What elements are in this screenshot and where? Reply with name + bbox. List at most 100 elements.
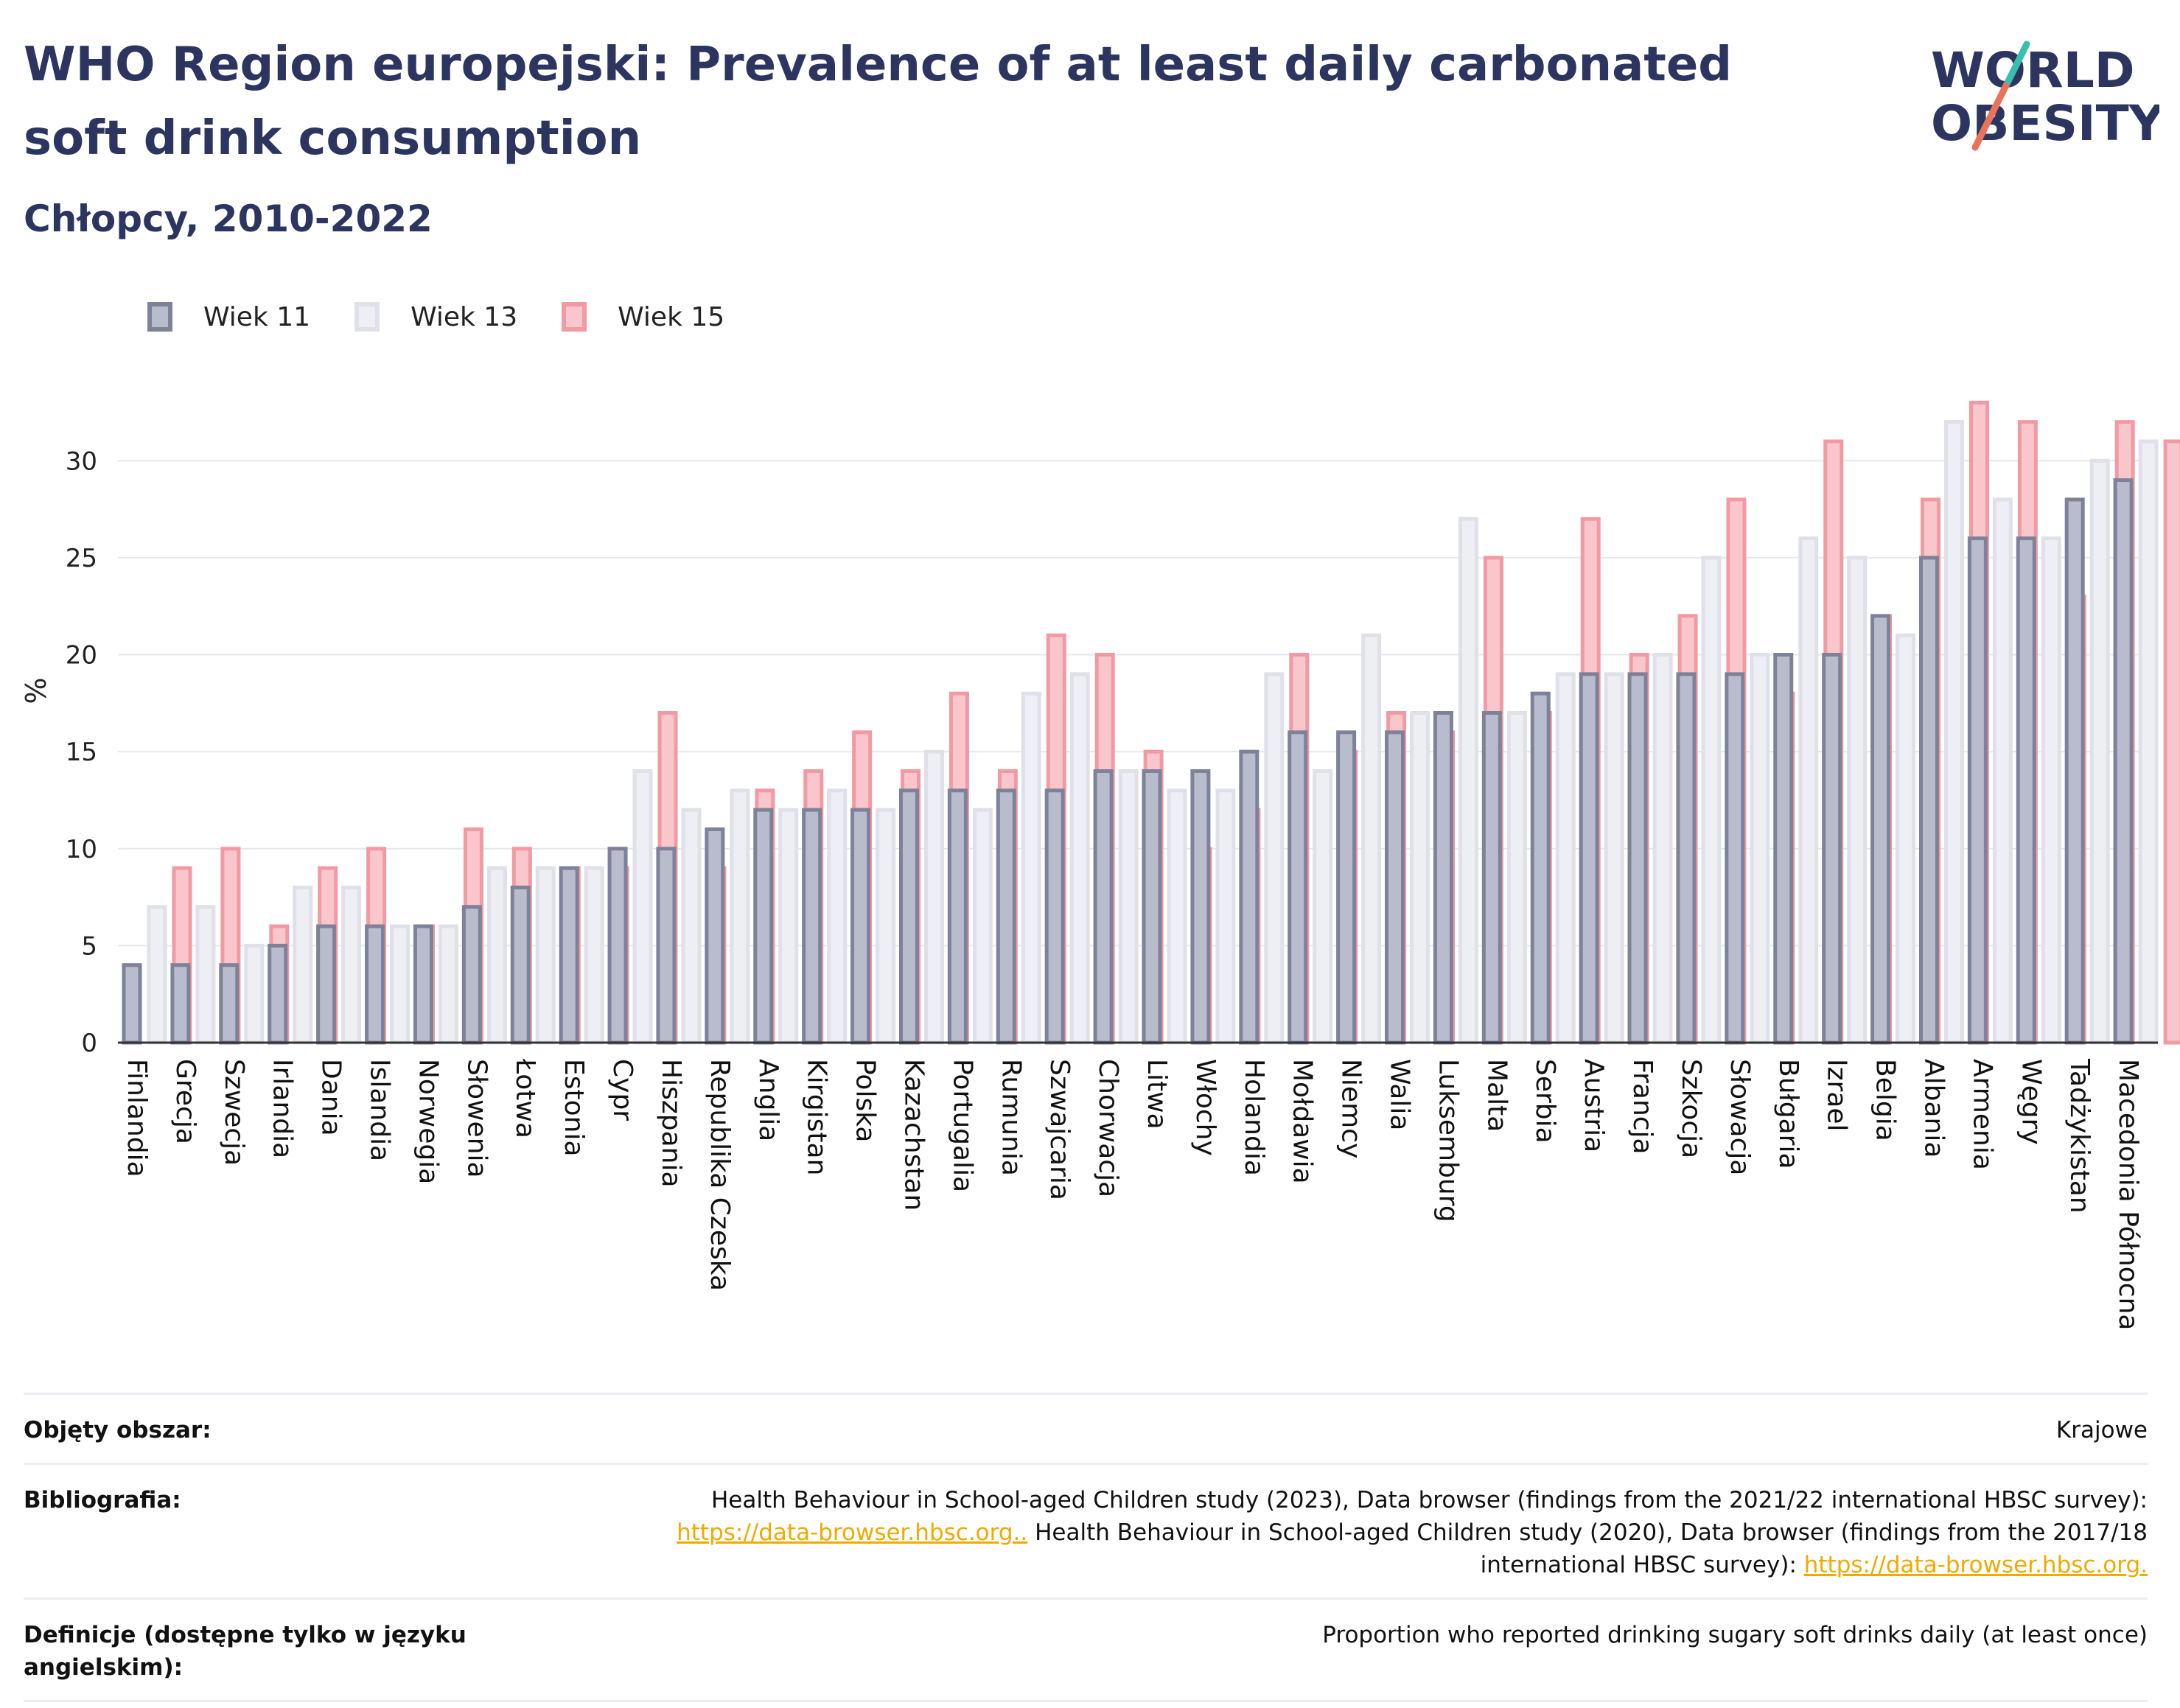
- bar-wiek11: [1530, 691, 1551, 1045]
- bar-wiek11: [2016, 536, 2036, 1045]
- x-tick-label: Łotwa: [510, 1058, 540, 1138]
- legend-item-wiek13[interactable]: Wiek 13: [354, 302, 517, 332]
- x-tick-label: Finlandia: [122, 1059, 152, 1177]
- x-tick-label: Niemcy: [1336, 1059, 1366, 1158]
- bar-wiek11: [656, 847, 677, 1045]
- bar-wiek13: [1458, 517, 1478, 1045]
- y-tick-label: 0: [81, 1029, 97, 1058]
- bar-wiek11: [219, 963, 240, 1045]
- logo-line2: OBESITY: [1931, 95, 2159, 152]
- x-tick-label: Portugalia: [947, 1059, 977, 1192]
- chart-subtitle: Chłopcy, 2010-2022: [24, 197, 433, 240]
- legend-label-wiek15: Wiek 15: [618, 301, 725, 332]
- bar-wiek11: [1433, 711, 1453, 1045]
- x-tick-label: Rumunia: [996, 1059, 1026, 1176]
- x-tick-label: Mołdawia: [1288, 1059, 1318, 1184]
- bar-wiek13: [1847, 556, 1868, 1045]
- legend-item-wiek11[interactable]: Wiek 11: [147, 302, 310, 332]
- bar-wiek13: [778, 808, 799, 1045]
- legend-item-wiek15[interactable]: Wiek 15: [562, 302, 724, 332]
- y-axis-label: %: [20, 677, 52, 704]
- x-tick-label: Słowacja: [1725, 1059, 1755, 1175]
- bar-wiek13: [923, 749, 944, 1045]
- definitions-value: Proportion who reported drinking sugary …: [1322, 1622, 2148, 1648]
- bar-wiek13: [1313, 769, 1333, 1045]
- x-tick-label: Litwa: [1142, 1059, 1172, 1130]
- x-tick-label: Szwajcaria: [1044, 1059, 1075, 1200]
- x-tick-label: Holandia: [1239, 1059, 1269, 1176]
- bar-wiek11: [1725, 672, 1745, 1045]
- x-tick-label: Armenia: [1967, 1059, 1997, 1170]
- bar-wiek11: [1239, 749, 1260, 1045]
- bibliography-link-2[interactable]: https://data-browser.hbsc.org.: [1803, 1552, 2148, 1578]
- x-tick-label: Macedonia Północna: [2113, 1059, 2143, 1330]
- definitions-label: Definicje (dostępne tylko w języku angie…: [24, 1622, 467, 1681]
- bar-wiek11: [268, 943, 288, 1045]
- bar-wiek13: [486, 866, 507, 1045]
- coverage-value: Krajowe: [2055, 1417, 2148, 1443]
- x-tick-label: Kazachstan: [898, 1059, 929, 1211]
- bar-wiek11: [1142, 769, 1162, 1045]
- x-tick-label: Republika Czeska: [705, 1059, 735, 1291]
- bar-wiek13: [1264, 672, 1285, 1045]
- bibliography-link-1[interactable]: https://data-browser.hbsc.org..: [677, 1519, 1028, 1546]
- bar-wiek11: [413, 924, 433, 1045]
- bibliography-label: Bibliografia:: [24, 1487, 181, 1513]
- bar-wiek11: [1385, 730, 1405, 1045]
- bar-wiek13: [2089, 458, 2110, 1045]
- x-tick-label: Kirgistan: [802, 1059, 832, 1175]
- x-tick-label: Chorwacja: [1093, 1059, 1123, 1197]
- bar-wiek11: [122, 963, 142, 1045]
- bar-wiek13: [1410, 711, 1430, 1045]
- bar-wiek11: [1773, 653, 1794, 1045]
- bar-wiek13: [147, 905, 167, 1045]
- bar-wiek11: [1870, 614, 1891, 1045]
- x-tick-label: Anglia: [753, 1059, 783, 1141]
- x-tick-label: Islandia: [365, 1059, 395, 1161]
- bar-wiek13: [535, 866, 556, 1045]
- bar-wiek13: [1021, 691, 1041, 1045]
- x-tick-label: Węgry: [2016, 1059, 2046, 1145]
- legend-label-wiek11: Wiek 11: [203, 301, 311, 332]
- world-obesity-logo: WORLD OBESITY: [1931, 41, 2159, 152]
- bibliography-value: Health Behaviour in School-aged Children…: [677, 1484, 2148, 1581]
- y-tick-label: 30: [66, 447, 97, 476]
- x-tick-label: Austria: [1579, 1059, 1609, 1152]
- x-tick-label: Norwegia: [413, 1059, 443, 1184]
- bar-wiek13: [1361, 633, 1382, 1045]
- x-tick-label: Walia: [1385, 1059, 1415, 1130]
- bar-wiek13: [730, 788, 750, 1045]
- bar-wiek11: [1676, 672, 1697, 1045]
- bar-wiek13: [293, 885, 313, 1045]
- bar-wiek11: [2064, 497, 2085, 1045]
- bar-wiek11: [1579, 672, 1599, 1045]
- chart-legend: Wiek 11 Wiek 13 Wiek 15: [147, 295, 769, 339]
- y-tick-label: 25: [66, 544, 97, 573]
- bar-wiek13: [681, 808, 702, 1045]
- legend-swatch-wiek13: [354, 302, 380, 332]
- bar-wiek13: [2138, 439, 2159, 1045]
- x-tick-label: Estonia: [559, 1059, 589, 1157]
- x-tick-label: Albania: [1918, 1059, 1949, 1158]
- bar-wiek13: [876, 808, 896, 1045]
- x-tick-label: Irlandia: [268, 1059, 298, 1158]
- bar-wiek11: [850, 808, 871, 1045]
- x-tick-label: Izrael: [1822, 1059, 1852, 1132]
- bar-wiek13: [1701, 556, 1722, 1045]
- bar-wiek13: [1167, 788, 1187, 1045]
- bar-wiek11: [365, 924, 385, 1045]
- bar-wiek11: [510, 885, 531, 1045]
- x-tick-label: Bułgaria: [1773, 1059, 1803, 1169]
- legend-swatch-wiek11: [147, 302, 172, 332]
- bar-wiek13: [1943, 420, 1964, 1045]
- x-tick-label: Serbia: [1530, 1059, 1560, 1144]
- bar-chart: 0 5 10 15 20 25 30% Finlandia Grecja Szwecja Irlan…: [20, 400, 2180, 1330]
- bar-wiek11: [1044, 788, 1065, 1045]
- bar-wiek13: [1506, 711, 1527, 1045]
- x-tick-label: Luksemburg: [1433, 1059, 1463, 1222]
- bar-wiek13: [632, 769, 653, 1045]
- bar-wiek13: [1652, 653, 1673, 1045]
- bar-wiek13: [390, 924, 411, 1045]
- bar-wiek13: [2041, 536, 2061, 1045]
- bar-wiek11: [996, 788, 1016, 1045]
